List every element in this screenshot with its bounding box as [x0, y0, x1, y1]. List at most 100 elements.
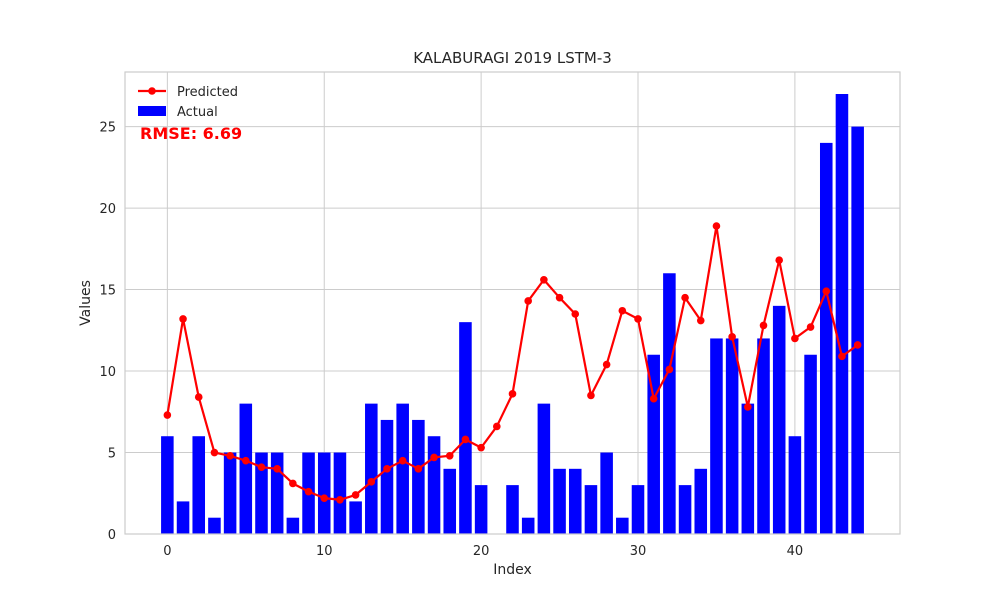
- bar-actual: [772, 305, 786, 534]
- predicted-point: [414, 465, 423, 473]
- x-tick-label: 20: [473, 544, 490, 559]
- predicted-point: [179, 315, 187, 323]
- bar-actual: [757, 338, 770, 534]
- y-tick-label: 15: [99, 284, 116, 299]
- predicted-point: [524, 297, 532, 305]
- predicted-point: [398, 456, 407, 465]
- predicted-point: [806, 323, 815, 331]
- predicted-point: [210, 448, 219, 457]
- bar-actual: [317, 452, 331, 534]
- bar-actual: [412, 419, 425, 534]
- predicted-point: [587, 391, 595, 400]
- predicted-point: [744, 403, 752, 411]
- y-tick-label: 0: [108, 528, 116, 543]
- chart-title: KALABURAGI 2019 LSTM-3: [413, 49, 612, 67]
- predicted-point: [226, 451, 234, 460]
- bar-actual: [443, 468, 457, 534]
- x-tick-label: 40: [787, 544, 804, 559]
- x-axis-label: Index: [493, 562, 532, 578]
- predicted-point: [775, 256, 784, 265]
- predicted-point: [430, 453, 438, 462]
- legend-predicted-marker: [148, 87, 156, 95]
- predicted-point: [555, 293, 564, 302]
- predicted-point: [273, 465, 281, 473]
- x-tick-label: 0: [163, 544, 171, 559]
- predicted-point: [320, 494, 329, 502]
- bar-actual: [851, 126, 864, 534]
- predicted-point: [508, 390, 517, 398]
- predicted-point: [759, 321, 768, 330]
- bar-actual: [600, 452, 613, 534]
- predicted-point: [681, 293, 689, 302]
- tick-labels: 0 10 20 30 40 0 5 10 15 20 25: [99, 121, 803, 559]
- y-tick-label: 25: [99, 121, 116, 136]
- bar-actual: [349, 501, 362, 534]
- legend-actual-swatch: [138, 106, 166, 116]
- y-tick-label: 5: [108, 447, 116, 462]
- predicted-point: [602, 360, 611, 369]
- predicted-point: [289, 479, 297, 488]
- predicted-point: [540, 275, 548, 284]
- bar-actual: [255, 452, 268, 534]
- predicted-point: [791, 334, 799, 343]
- predicted-point: [163, 411, 172, 419]
- bar-actual: [616, 517, 629, 534]
- predicted-point: [241, 456, 250, 465]
- predicted-points: [163, 222, 862, 504]
- bar-actual: [584, 485, 598, 534]
- bar-actual: [396, 403, 409, 534]
- bar-actual: [741, 403, 755, 534]
- bar-actual: [553, 468, 566, 534]
- bar-actual: [663, 273, 676, 534]
- bar-actual: [161, 436, 174, 534]
- bar-actual: [365, 403, 378, 534]
- bar-actual: [568, 468, 582, 534]
- predicted-point: [618, 306, 627, 315]
- predicted-point: [257, 463, 266, 471]
- bar-actual: [804, 354, 817, 534]
- predicted-point: [477, 443, 485, 452]
- predicted-point: [853, 341, 862, 349]
- predicted-point: [336, 495, 344, 504]
- predicted-point: [194, 393, 203, 401]
- predicted-point: [696, 316, 705, 325]
- predicted-point: [493, 422, 501, 431]
- bar-actual: [192, 436, 206, 534]
- predicted-point: [383, 465, 391, 473]
- bar-actual: [631, 485, 645, 534]
- grid: [125, 72, 900, 535]
- bar-actual: [521, 517, 535, 534]
- bar-actual: [819, 142, 833, 534]
- bar-actual: [678, 485, 692, 534]
- bar-actual: [286, 517, 300, 534]
- predicted-point: [649, 394, 658, 403]
- predicted-point: [445, 451, 454, 460]
- bars: [161, 94, 864, 534]
- bar-actual: [270, 452, 284, 534]
- bar-actual: [725, 338, 739, 534]
- y-tick-label: 10: [99, 365, 116, 380]
- predicted-point: [712, 222, 721, 230]
- bar-actual: [835, 94, 849, 534]
- x-tick-label: 10: [316, 544, 333, 559]
- bar-actual: [223, 452, 237, 534]
- bar-actual: [239, 403, 253, 534]
- bar-actual: [208, 517, 221, 534]
- x-tick-label: 30: [630, 544, 647, 559]
- predicted-point: [461, 435, 470, 444]
- predicted-point: [351, 491, 360, 499]
- bar-actual: [380, 419, 394, 534]
- bar-actual: [474, 485, 488, 534]
- predicted-point: [822, 287, 831, 295]
- bar-actual: [788, 436, 802, 534]
- bar-actual: [537, 403, 551, 534]
- y-tick-label: 20: [99, 202, 116, 217]
- predicted-point: [728, 333, 736, 341]
- bar-actual: [427, 436, 441, 534]
- predicted-point: [304, 487, 313, 496]
- predicted-point: [838, 352, 846, 361]
- legend-actual-label: Actual: [177, 105, 218, 120]
- bar-actual: [459, 322, 472, 534]
- legend: Predicted Actual: [138, 85, 238, 120]
- plot-frame: [124, 71, 901, 535]
